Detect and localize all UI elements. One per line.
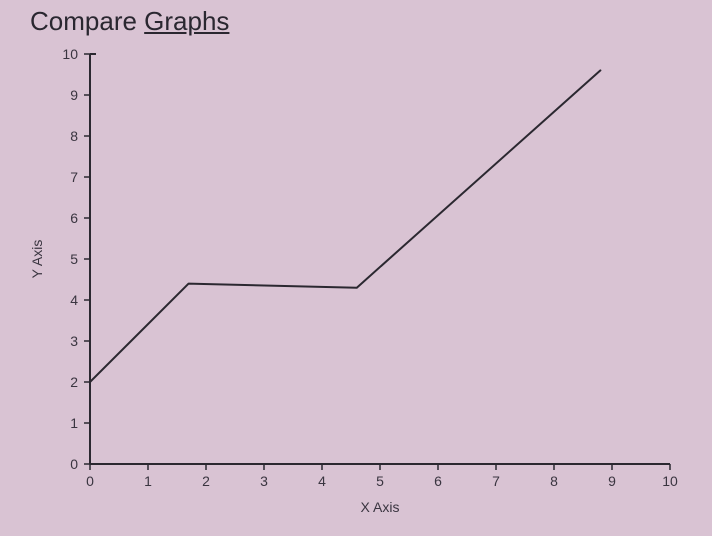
title-word-compare: Compare [30,6,137,36]
chart-svg: 0 1 2 3 4 5 6 7 8 9 10 0 1 2 3 4 5 6 7 8 9 10 X Axis Y Axis [20,44,700,524]
y-tick-label: 9 [70,87,78,103]
y-tick-label: 1 [70,415,78,431]
page-root: Compare Graphs 0 1 2 3 4 5 6 7 8 9 10 0 1 2 3 4 5 6 7 8 9 10 X… [0,0,712,536]
x-tick-label: 4 [318,473,326,489]
page-title: Compare Graphs [30,6,229,37]
x-axis-label: X Axis [361,499,400,515]
x-tick-label: 0 [86,473,94,489]
x-tick-label: 2 [202,473,210,489]
line-chart: 0 1 2 3 4 5 6 7 8 9 10 0 1 2 3 4 5 6 7 8 9 10 X Axis Y Axis [20,44,700,524]
y-tick-label: 8 [70,128,78,144]
x-tick-label: 1 [144,473,152,489]
y-tick-label: 4 [70,292,78,308]
y-tick-label: 2 [70,374,78,390]
x-tick-label: 5 [376,473,384,489]
y-tick-label: 10 [62,46,78,62]
x-tick-label: 10 [662,473,678,489]
x-tick-label: 3 [260,473,268,489]
y-tick-label: 6 [70,210,78,226]
y-tick-label: 7 [70,169,78,185]
x-tick-label: 9 [608,473,616,489]
y-tick-label: 5 [70,251,78,267]
x-tick-label: 6 [434,473,442,489]
x-tick-label: 7 [492,473,500,489]
y-tick-label: 3 [70,333,78,349]
y-axis-label: Y Axis [29,240,45,279]
y-tick-label: 0 [70,456,78,472]
x-tick-label: 8 [550,473,558,489]
title-word-graphs: Graphs [144,6,229,36]
